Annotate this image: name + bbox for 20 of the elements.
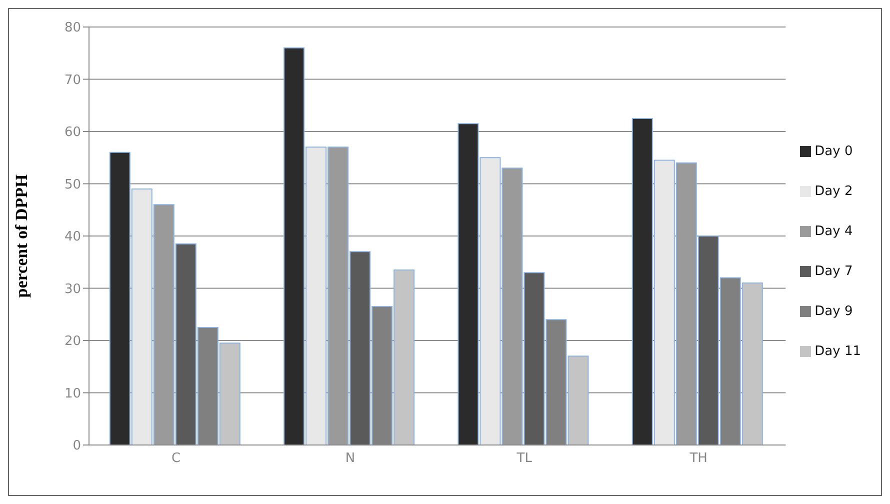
x-tick-label: TH [688,451,708,466]
legend-label: Day 11 [814,344,861,359]
x-tick-label: N [345,451,356,466]
legend-label: Day 7 [814,264,853,279]
legend-label: Day 2 [814,184,853,199]
x-tick-label: TL [516,451,533,466]
y-tick-label: 10 [64,386,81,402]
y-axis-title: percent of DPPH [12,174,32,298]
y-tick-label: 20 [64,334,81,350]
y-tick-label: 50 [64,177,81,192]
y-tick-label: 60 [64,125,81,140]
y-tick-label: 0 [72,438,81,454]
y-tick-label: 30 [64,282,81,297]
y-tick-label: 40 [64,230,81,245]
legend-label: Day 0 [814,144,853,159]
legend-label: Day 4 [814,224,853,239]
legend-label: Day 9 [814,304,853,319]
y-tick-label: 70 [64,72,81,88]
y-tick-label: 80 [64,20,81,36]
x-tick-label: C [172,451,181,466]
